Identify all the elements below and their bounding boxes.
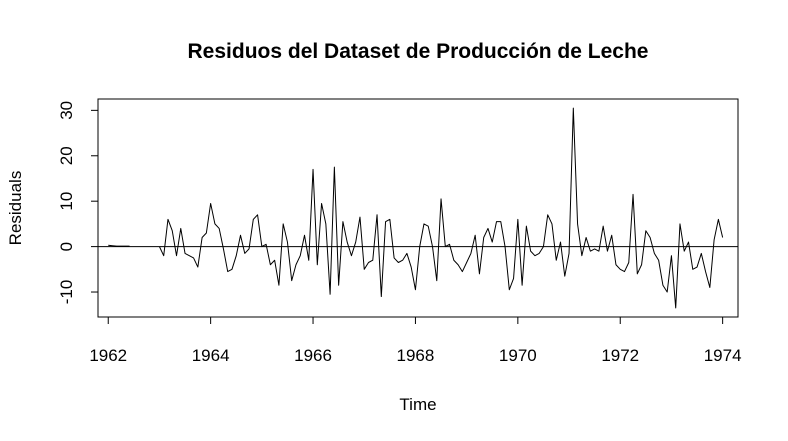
x-tick-label: 1972: [601, 346, 639, 365]
residuals-series-line: [158, 107, 724, 309]
y-tick-label: 30: [57, 101, 76, 120]
x-tick-label: 1966: [294, 346, 332, 365]
x-tick-label: 1964: [192, 346, 230, 365]
plot-frame: [97, 98, 739, 318]
x-tick-label: 1974: [704, 346, 742, 365]
y-tick-label: 0: [57, 242, 76, 251]
y-tick-label: 20: [57, 146, 76, 165]
x-axis: 1962 1964 1966 1968 1970 1972 1974: [89, 316, 742, 365]
x-tick-label: 1962: [89, 346, 127, 365]
y-tick-label: 10: [57, 192, 76, 211]
x-axis-label: Time: [399, 395, 436, 414]
x-tick-label: 1968: [397, 346, 435, 365]
y-axis-label: Residuals: [6, 171, 25, 246]
chart-title: Residuos del Dataset de Producción de Le…: [188, 40, 649, 63]
x-tick-label: 1970: [499, 346, 537, 365]
residuals-series-line: [108, 244, 130, 247]
y-axis: -10 0 10 20 30: [57, 101, 99, 305]
y-tick-label: -10: [57, 280, 76, 305]
plot-area: [98, 107, 738, 309]
